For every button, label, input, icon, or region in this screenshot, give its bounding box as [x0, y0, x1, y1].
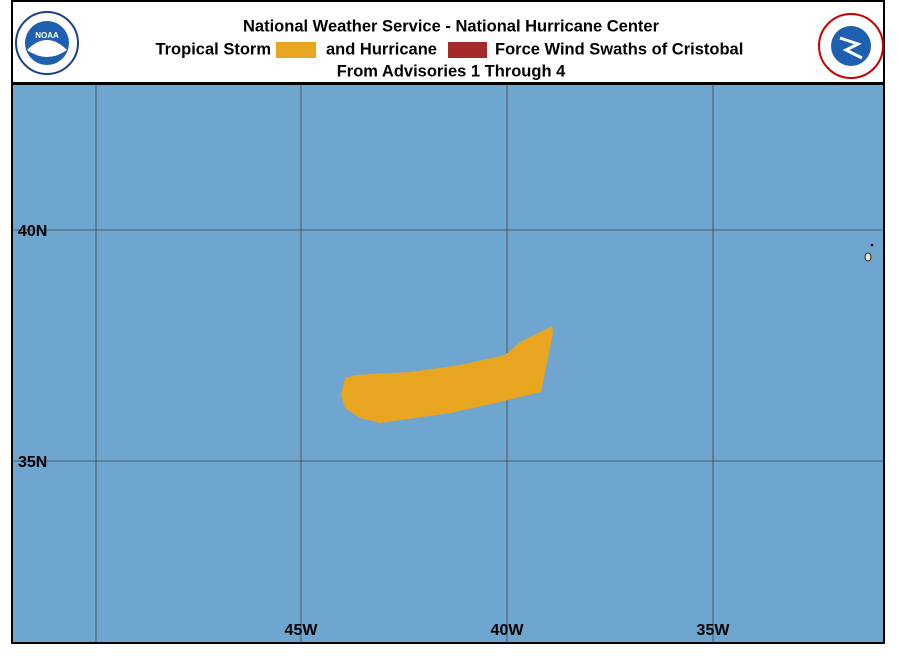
legend-swatch-hurricane: [448, 42, 487, 58]
legend-label: Tropical Storm: [155, 40, 271, 58]
nws-logo: [818, 13, 884, 79]
lon-label: 35W: [697, 622, 731, 639]
lat-label: 40N: [18, 223, 47, 240]
subtitle: From Advisories 1 Through 4: [337, 62, 566, 80]
tropical-storm-swath: [341, 326, 553, 423]
noaa-logo: NOAA: [15, 11, 79, 75]
lon-label: 45W: [285, 622, 319, 639]
title: National Weather Service - National Hurr…: [243, 17, 660, 35]
ocean: [11, 83, 885, 644]
legend-label: and Hurricane: [326, 40, 437, 58]
svg-text:NOAA: NOAA: [35, 31, 59, 40]
legend-label: Force Wind Swaths of Cristobal: [495, 40, 743, 58]
lat-label: 35N: [18, 454, 47, 471]
legend-swatch-tropical-storm: [276, 42, 316, 58]
island: [864, 252, 872, 262]
island: [870, 243, 874, 247]
lon-label: 40W: [491, 622, 525, 639]
